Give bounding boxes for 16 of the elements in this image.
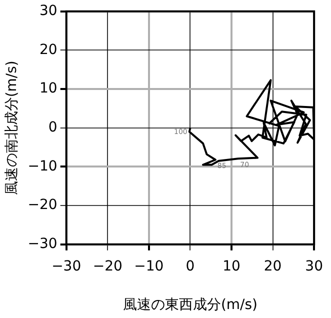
x-tick-label: −10	[134, 258, 164, 274]
y-tick-label: −10	[28, 158, 58, 174]
x-tick-label: 20	[264, 258, 282, 274]
x-tick-label: 10	[222, 258, 240, 274]
y-tick-label: −20	[28, 197, 58, 214]
y-tick-label: 20	[40, 42, 58, 58]
y-tick-label: −30	[28, 236, 58, 252]
x-tick-label: −30	[52, 258, 82, 274]
y-tick-label: 0	[48, 120, 58, 136]
y-tick-label: 30	[40, 3, 58, 20]
x-axis-title: 風速の東西成分(m/s)	[122, 297, 258, 314]
y-axis-title: 風速の南北成分(m/s)	[4, 60, 20, 196]
x-tick-label: 0	[186, 258, 195, 274]
x-tick-label: 30	[305, 258, 324, 274]
x-tick-label: −20	[92, 258, 122, 274]
y-tick-label: 10	[40, 80, 58, 97]
